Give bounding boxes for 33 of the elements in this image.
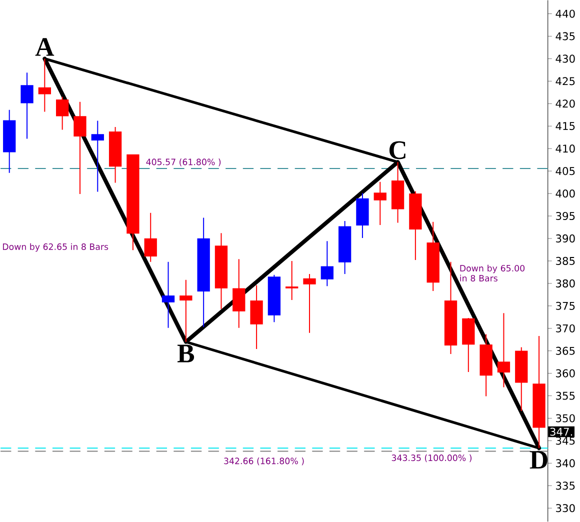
ref-line-label: 342.66 (161.80% ) bbox=[224, 458, 304, 466]
y-tick-label: 395 bbox=[556, 212, 575, 220]
y-tick-label: 370 bbox=[556, 324, 575, 332]
y-tick-label: 380 bbox=[556, 279, 575, 288]
y-tick-label: 390 bbox=[556, 234, 575, 243]
ref-line-label: 405.57 (61.80% ) bbox=[146, 158, 221, 166]
ref-line-label: 343.35 (100.00% ) bbox=[392, 454, 472, 462]
y-tick-label: 420 bbox=[556, 100, 575, 108]
y-tick-label: 405 bbox=[556, 167, 575, 176]
annotation: C bbox=[389, 141, 406, 160]
y-tick-label: 385 bbox=[556, 256, 575, 266]
y-tick-label: 335 bbox=[556, 482, 575, 490]
y-tick-label: 360 bbox=[556, 369, 575, 378]
annotation: B bbox=[177, 344, 194, 362]
y-tick-label: 440 bbox=[556, 10, 575, 18]
y-tick-label: 400 bbox=[556, 190, 575, 198]
y-tick-label: 345 bbox=[556, 436, 575, 445]
annotation: Down by 62.65 in 8 Bars bbox=[2, 243, 108, 252]
annotation: D bbox=[530, 451, 548, 469]
y-tick-label: 425 bbox=[556, 77, 575, 86]
y-tick-label: 375 bbox=[556, 302, 575, 310]
y-tick-label: 330 bbox=[556, 504, 575, 512]
y-tick-label: 415 bbox=[556, 122, 575, 130]
annotation: Down by 65.00 in 8 Bars bbox=[460, 264, 525, 282]
y-tick-label: 340 bbox=[556, 459, 575, 468]
y-tick-label: 365 bbox=[556, 346, 575, 355]
y-tick-label: 435 bbox=[556, 32, 575, 40]
text: 347. bbox=[550, 428, 572, 436]
y-tick-label: 410 bbox=[556, 144, 575, 153]
y-tick-label: 350 bbox=[556, 414, 575, 422]
y-tick-label: 430 bbox=[556, 54, 575, 63]
annotation: A bbox=[35, 38, 54, 56]
y-tick-label: 355 bbox=[556, 392, 575, 400]
